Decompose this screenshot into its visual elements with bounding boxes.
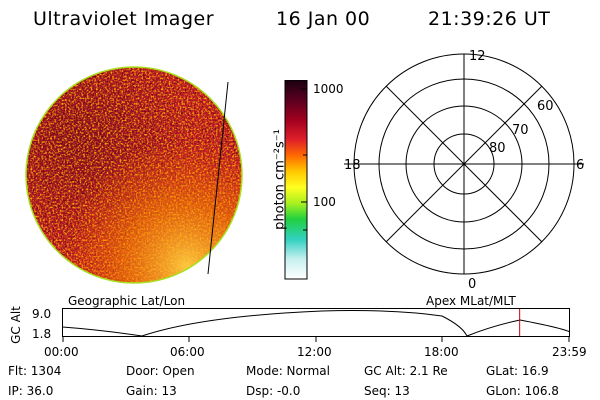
- info-glon: GLon: 106.8: [486, 384, 559, 398]
- info-gc-alt: GC Alt: 2.1 Re: [364, 364, 448, 378]
- auroral-image: [25, 66, 243, 284]
- orbit-axis-label: GC Alt: [9, 306, 23, 344]
- instrument-title: Ultraviolet Imager: [33, 8, 215, 30]
- orbit-right-title: Apex MLat/MLT: [426, 294, 516, 308]
- orbit-xtick-2359: 23:59: [552, 345, 587, 359]
- mlt-label-0: 0: [468, 277, 476, 288]
- info-glat: GLat: 16.9: [486, 364, 549, 378]
- orbit-left-title: Geographic Lat/Lon: [68, 294, 186, 308]
- mlt-label-18: 18: [344, 158, 361, 173]
- polar-plot: 12 18 6 0 60 70 80: [344, 49, 584, 288]
- orbit-xtick-1800: 18:00: [424, 345, 459, 359]
- lat-label-80: 80: [489, 141, 506, 156]
- info-gain: Gain: 13: [126, 384, 177, 398]
- orbit-altitude-curve: [62, 310, 571, 337]
- colorbar-unit-label: photon cm⁻²s⁻¹: [272, 129, 288, 230]
- info-ip: IP: 36.0: [8, 384, 54, 398]
- colorbar-tick-100: 100: [313, 195, 336, 209]
- color-scale-bar: [284, 80, 308, 280]
- orbit-xtick-0600: 06:00: [170, 345, 205, 359]
- colorbar-tick-1000: 1000: [313, 82, 344, 96]
- info-flt: Flt: 1304: [8, 364, 62, 378]
- header-time: 21:39:26 UT: [428, 8, 551, 30]
- lat-label-70: 70: [512, 123, 529, 138]
- mlt-label-6: 6: [576, 158, 584, 173]
- orbit-ytick-top: 9.0: [32, 307, 52, 321]
- mlt-label-12: 12: [469, 49, 486, 64]
- info-dsp: Dsp: -0.0: [246, 384, 301, 398]
- orbit-altitude-plot: [62, 308, 571, 342]
- info-mode: Mode: Normal: [246, 364, 330, 378]
- info-seq: Seq: 13: [364, 384, 410, 398]
- header-date: 16 Jan 00: [276, 8, 371, 30]
- orbit-xtick-1200: 12:00: [297, 345, 332, 359]
- orbit-xtick-0000: 00:00: [44, 345, 79, 359]
- lat-label-60: 60: [537, 99, 554, 114]
- info-door: Door: Open: [126, 364, 195, 378]
- orbit-ytick-bottom: 1.8: [32, 327, 52, 341]
